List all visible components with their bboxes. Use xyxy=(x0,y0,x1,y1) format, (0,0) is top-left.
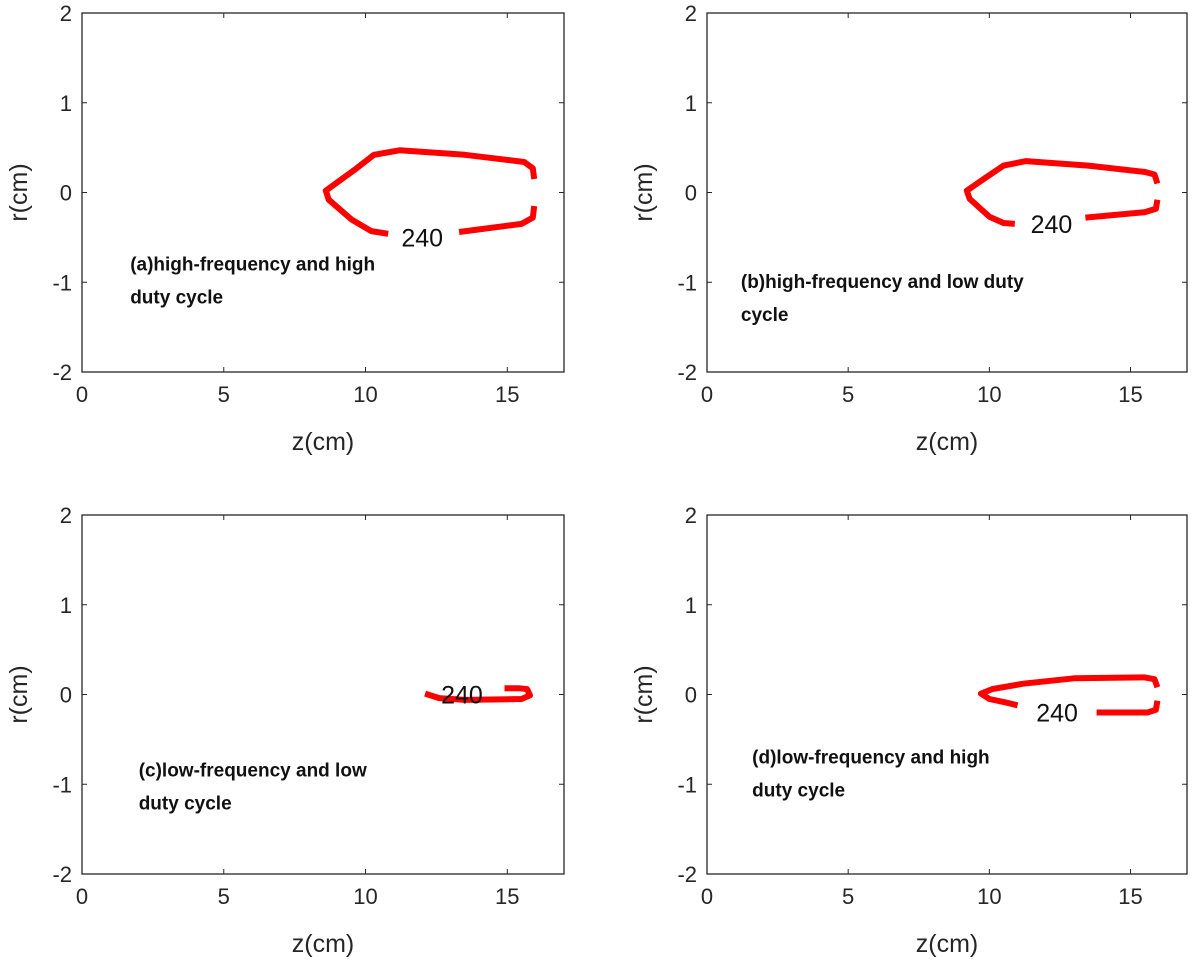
x-tick-label: 0 xyxy=(701,884,713,909)
y-tick-label: -2 xyxy=(677,862,697,887)
x-tick-label: 10 xyxy=(977,382,1001,407)
axes-box xyxy=(81,12,565,373)
y-axis-label: r(cm) xyxy=(630,665,658,723)
contour-line xyxy=(1085,199,1161,221)
x-tick-label: 0 xyxy=(76,884,88,909)
contour-line xyxy=(424,685,533,703)
x-tick-label: 10 xyxy=(977,884,1001,909)
subplot-b: 0 5 10 15 -2 -1 0 1 2 z(cm) r(cm) 240 (b)high-freque… xyxy=(630,1,1188,456)
contour-line xyxy=(458,205,538,235)
annotation-text: duty cycle xyxy=(130,287,223,308)
annotation-text: (d)low-frequency and high xyxy=(752,747,990,768)
y-tick-label: 1 xyxy=(685,91,697,116)
y-tick-label: 0 xyxy=(60,181,72,206)
subplot-c: 0 5 10 15 -2 -1 0 1 2 z(cm) r(cm) 240 (c)low-frequen… xyxy=(5,503,565,958)
y-tick-label: -2 xyxy=(52,360,72,385)
x-tick-label: 0 xyxy=(76,382,88,407)
contour-label: 240 xyxy=(1036,699,1078,727)
annotation-text: (b)high-frequency and low duty xyxy=(741,272,1024,293)
subplot-a: 0 5 10 15 -2 -1 0 1 2 z(cm) r(cm) 240 (a)high-freque… xyxy=(5,1,565,456)
x-axis-label: z(cm) xyxy=(916,428,978,456)
contour-label: 240 xyxy=(401,224,443,252)
y-tick-label: 2 xyxy=(60,1,72,26)
y-tick-label: -2 xyxy=(677,360,697,385)
y-tick-label: -2 xyxy=(52,862,72,887)
contour-label: 240 xyxy=(441,682,483,710)
y-tick-label: -1 xyxy=(677,270,697,295)
annotation-text: (c)low-frequency and low xyxy=(139,761,367,782)
x-tick-label: 5 xyxy=(842,884,854,909)
y-tick-label: -1 xyxy=(677,772,697,797)
axes-box xyxy=(706,12,1188,373)
y-axis-label: r(cm) xyxy=(5,163,33,221)
y-tick-label: -1 xyxy=(52,772,72,797)
x-tick-label: 5 xyxy=(842,382,854,407)
y-tick-label: 2 xyxy=(60,503,72,528)
y-tick-label: 1 xyxy=(685,593,697,618)
axes-box xyxy=(706,514,1188,875)
contour-line xyxy=(977,674,1161,709)
x-axis-label: z(cm) xyxy=(292,930,354,958)
y-axis-label: r(cm) xyxy=(630,163,658,221)
x-axis-label: z(cm) xyxy=(916,930,978,958)
x-tick-label: 15 xyxy=(1118,884,1142,909)
x-axis-label: z(cm) xyxy=(292,428,354,456)
x-tick-label: 10 xyxy=(353,382,377,407)
contour-label: 240 xyxy=(1031,211,1073,239)
contour-line xyxy=(1096,700,1161,716)
annotation-text: (a)high-frequency and high xyxy=(130,254,375,275)
y-tick-label: 2 xyxy=(685,503,697,528)
y-tick-label: 1 xyxy=(60,593,72,618)
x-tick-label: 0 xyxy=(701,382,713,407)
y-tick-label: 0 xyxy=(685,683,697,708)
annotation-text: duty cycle xyxy=(752,780,845,801)
contour-line xyxy=(322,147,538,237)
subplot-d: 0 5 10 15 -2 -1 0 1 2 z(cm) r(cm) 240 (d)low-frequen… xyxy=(630,503,1188,958)
y-tick-label: 1 xyxy=(60,91,72,116)
y-tick-label: 0 xyxy=(685,181,697,206)
contour-line xyxy=(963,158,1161,227)
x-tick-label: 5 xyxy=(218,884,230,909)
y-tick-label: 2 xyxy=(685,1,697,26)
axes-box xyxy=(81,514,565,875)
y-tick-label: 0 xyxy=(60,683,72,708)
annotation-text: cycle xyxy=(741,305,789,326)
x-tick-label: 10 xyxy=(353,884,377,909)
x-tick-label: 15 xyxy=(495,884,519,909)
x-tick-label: 15 xyxy=(495,382,519,407)
y-tick-label: -1 xyxy=(52,270,72,295)
y-axis-label: r(cm) xyxy=(5,665,33,723)
x-tick-label: 15 xyxy=(1118,382,1142,407)
x-tick-label: 5 xyxy=(218,382,230,407)
annotation-text: duty cycle xyxy=(139,794,232,815)
